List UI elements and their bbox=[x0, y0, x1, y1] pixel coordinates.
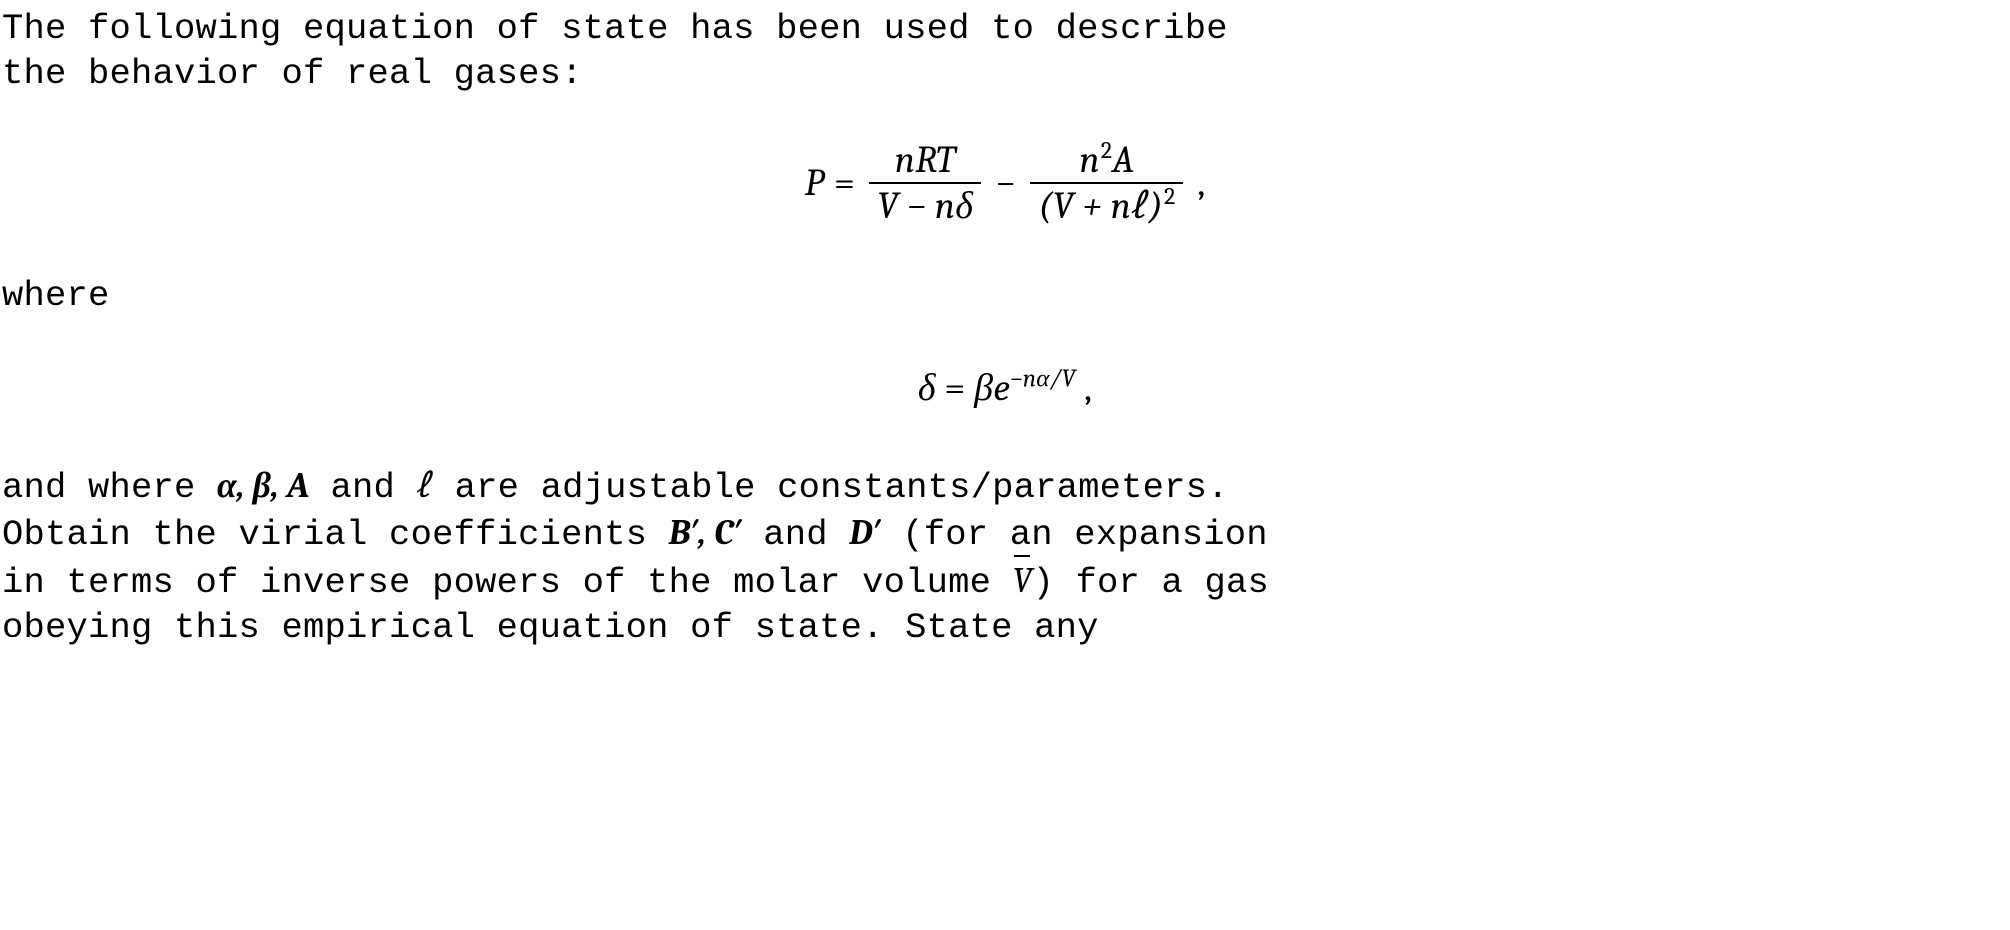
math-text: (V + nℓ) bbox=[1038, 184, 1163, 228]
denominator-1: V − nδ bbox=[869, 184, 981, 225]
math-P: P bbox=[805, 164, 824, 202]
text-fragment: and bbox=[742, 514, 850, 555]
text-fragment: in terms of inverse powers of the molar … bbox=[2, 562, 1013, 603]
math-equals: = bbox=[944, 366, 974, 410]
text-where: where bbox=[2, 275, 110, 316]
math-sup: 2 bbox=[1164, 183, 1175, 210]
text-fragment: ) for a gas bbox=[1033, 562, 1270, 603]
numerator-2: n2A bbox=[1030, 141, 1183, 184]
paragraph-where: where bbox=[2, 273, 2008, 318]
equation-delta: δ = βe−nα/V , bbox=[2, 364, 2008, 413]
math-vbar: V bbox=[1013, 558, 1033, 603]
text-fragment: (for an expansion bbox=[881, 514, 1268, 555]
denominator-2: (V + nℓ)2 bbox=[1030, 184, 1183, 225]
math-minus: − bbox=[995, 164, 1016, 202]
numerator-1: nRT bbox=[869, 141, 981, 184]
text-fragment: obeying this empirical equation of state… bbox=[2, 607, 1099, 648]
math-equals: = bbox=[834, 164, 855, 202]
math-delta: δ bbox=[955, 184, 973, 228]
fraction-2: n2A (V + nℓ)2 bbox=[1030, 141, 1183, 225]
math-exponent: −nα/V bbox=[1010, 365, 1076, 394]
math-sup: 2 bbox=[1101, 137, 1112, 164]
paragraph-intro: The following equation of state has been… bbox=[2, 6, 2008, 97]
math-comma: , bbox=[1084, 366, 1092, 410]
math-delta: δ bbox=[918, 366, 936, 410]
text-fragment: and bbox=[309, 467, 417, 508]
math-d-prime: D′ bbox=[849, 512, 881, 553]
math-bc-prime: B′, C′ bbox=[669, 512, 742, 553]
text-fragment: and where bbox=[2, 467, 217, 508]
text-fragment: Obtain the virial coefficients bbox=[2, 514, 669, 555]
math-ell: ℓ bbox=[416, 465, 433, 506]
fraction-1: nRT V − nδ bbox=[869, 141, 981, 225]
equation-of-state: P = nRT V − nδ − n2A (V + nℓ)2 , bbox=[2, 141, 2008, 225]
math-constants-list: α, β, A bbox=[217, 465, 309, 506]
text-fragment: are adjustable constants/parameters. bbox=[433, 467, 1229, 508]
math-text: V − n bbox=[877, 184, 955, 228]
math-text: A bbox=[1112, 138, 1134, 182]
math-beta: β bbox=[974, 366, 993, 410]
document-page: The following equation of state has been… bbox=[0, 0, 2010, 651]
math-comma: , bbox=[1197, 164, 1205, 202]
math-e: e bbox=[993, 366, 1010, 410]
text-line: The following equation of state has been… bbox=[2, 8, 1228, 49]
text-line: the behavior of real gases: bbox=[2, 53, 583, 94]
paragraph-body: and where α, β, A and ℓ are adjustable c… bbox=[2, 463, 2008, 651]
math-text: n bbox=[1079, 138, 1099, 182]
